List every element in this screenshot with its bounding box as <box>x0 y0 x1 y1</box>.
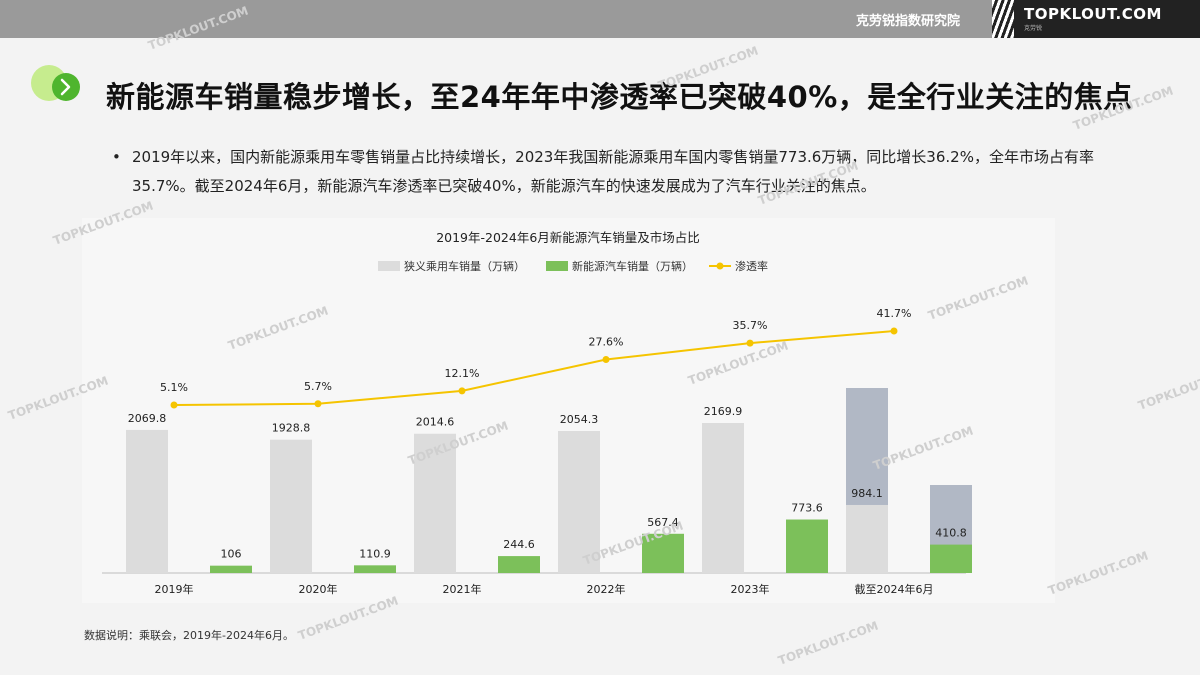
bar-label: 567.4 <box>647 516 679 529</box>
category-label: 截至2024年6月 <box>855 582 934 596</box>
line-label: 41.7% <box>877 307 912 320</box>
category-label: 2020年 <box>299 582 338 596</box>
line-point <box>314 400 322 408</box>
watermark-text: TOPKLOUT.COM <box>1136 364 1200 413</box>
chart-title: 2019年-2024年6月新能源汽车销量及市场占比 <box>436 230 700 245</box>
bar-total-sales <box>846 504 888 573</box>
line-label: 12.1% <box>445 367 480 380</box>
legend-swatch <box>378 261 400 271</box>
legend-swatch <box>546 261 568 271</box>
bar-label: 106 <box>221 548 242 561</box>
bar-total-sales <box>414 433 456 573</box>
line-point <box>170 401 178 409</box>
bar-label: 2054.3 <box>560 413 599 426</box>
bar-total-sales <box>126 429 168 573</box>
bar-label: 984.1 <box>851 487 883 500</box>
bar-nev-sales <box>786 519 828 573</box>
bar-label: 410.8 <box>935 527 967 540</box>
line-label: 5.1% <box>160 381 188 394</box>
logo-stripes <box>992 0 1014 38</box>
summary-paragraph: • 2019年以来，国内新能源乘用车零售销量占比持续增长，2023年我国新能源乘… <box>112 143 1152 201</box>
category-label: 2023年 <box>731 582 770 596</box>
top-bar: 克劳锐指数研究院 TOPKLOUT.COM 克劳锐 <box>0 0 1200 38</box>
summary-text: 2019年以来，国内新能源乘用车零售销量占比持续增长，2023年我国新能源乘用车… <box>132 148 1094 195</box>
line-point <box>746 339 754 347</box>
brand-logo: TOPKLOUT.COM 克劳锐 <box>992 0 1200 38</box>
bar-nev-sales <box>354 565 396 573</box>
watermark-text: TOPKLOUT.COM <box>776 619 880 668</box>
category-label: 2019年 <box>155 582 194 596</box>
bar-label: 244.6 <box>503 538 535 551</box>
legend-label: 新能源汽车销量（万辆） <box>572 259 693 273</box>
line-point <box>890 327 898 335</box>
bar-nev-sales <box>210 565 252 573</box>
logo-text: TOPKLOUT.COM <box>1024 5 1162 23</box>
bar-nev-sales <box>642 533 684 573</box>
bar-label: 2069.8 <box>128 412 167 425</box>
bar-nev-sales <box>498 556 540 573</box>
bullet-marker: • <box>112 148 121 166</box>
bar-total-sales <box>702 423 744 573</box>
category-label: 2022年 <box>587 582 626 596</box>
legend-label: 狭义乘用车销量（万辆） <box>404 259 525 273</box>
bar-total-sales <box>558 430 600 573</box>
bar-label: 773.6 <box>791 502 823 515</box>
penetration-line <box>173 330 895 406</box>
institute-name: 克劳锐指数研究院 <box>855 14 960 29</box>
bar-total-sales <box>270 439 312 573</box>
bar-nev-sales <box>930 544 972 573</box>
legend-dot-swatch <box>716 262 724 270</box>
page-title: 新能源车销量稳步增长，至24年年中渗透率已突破40%，是全行业关注的焦点 <box>106 80 1133 114</box>
category-label: 2021年 <box>443 582 482 596</box>
line-label: 27.6% <box>589 336 624 349</box>
bar-label: 2169.9 <box>704 405 743 418</box>
bar-label: 1928.8 <box>272 422 311 435</box>
line-point <box>602 356 610 364</box>
watermark-text: TOPKLOUT.COM <box>1046 549 1150 598</box>
line-point <box>458 387 466 395</box>
title-arrow-icon <box>31 65 80 101</box>
line-label: 5.7% <box>304 380 332 393</box>
source-note: 数据说明：乘联会，2019年-2024年6月。 <box>84 629 294 642</box>
bar-label: 110.9 <box>359 547 391 560</box>
bar-label: 2014.6 <box>416 416 455 429</box>
legend-label: 渗透率 <box>735 259 768 273</box>
line-label: 35.7% <box>733 319 768 332</box>
chart-panel: 2019年-2024年6月新能源汽车销量及市场占比狭义乘用车销量（万辆） 新能源汽… <box>82 218 1055 603</box>
logo-subtext: 克劳锐 <box>1024 25 1043 32</box>
